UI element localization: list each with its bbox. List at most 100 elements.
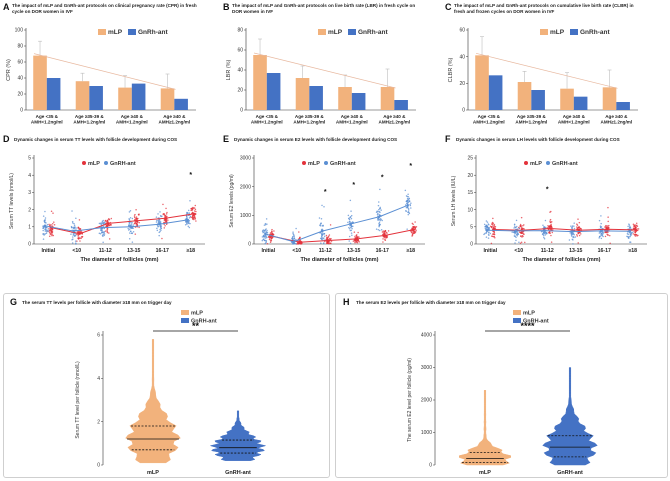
- point-gnrh: [292, 231, 294, 233]
- point-mlp: [491, 225, 493, 228]
- legend-swatch-gnrh: [181, 318, 189, 323]
- point-mlp: [270, 239, 272, 242]
- point-gnrh: [570, 232, 573, 235]
- point-gnrh: [486, 221, 489, 223]
- point-mlp: [192, 206, 194, 209]
- point-gnrh: [348, 218, 351, 221]
- point-mlp: [167, 219, 169, 221]
- point-gnrh: [131, 222, 133, 224]
- panel-label-h: H: [343, 297, 350, 307]
- point-mlp: [107, 224, 109, 227]
- x-axis-label: The diameter of follicles (mm): [81, 257, 159, 263]
- point-mlp: [634, 235, 637, 237]
- point-gnrh: [546, 232, 548, 235]
- legend-swatch-gnrh: [128, 29, 136, 35]
- point-mlp: [519, 235, 522, 237]
- point-mlp: [195, 210, 197, 213]
- point-gnrh: [73, 224, 76, 226]
- point-gnrh: [265, 237, 267, 239]
- point-gnrh: [515, 232, 517, 234]
- point-mlp: [548, 231, 551, 233]
- point-mlp: [382, 238, 384, 240]
- point-gnrh: [350, 217, 353, 220]
- point-gnrh: [131, 217, 134, 220]
- x-tick-label: ≥18: [406, 248, 415, 254]
- point-mlp: [48, 230, 51, 232]
- point-gnrh: [515, 239, 517, 242]
- point-gnrh: [103, 230, 105, 233]
- x-tick-label: 11-12: [319, 248, 332, 254]
- point-mlp: [608, 227, 610, 229]
- point-gnrh: [380, 218, 382, 221]
- panel-label-a: A: [3, 2, 10, 12]
- point-gnrh: [262, 238, 265, 240]
- point-gnrh: [348, 240, 350, 242]
- point-gnrh: [71, 222, 74, 224]
- point-gnrh: [102, 222, 104, 225]
- point-gnrh: [129, 232, 131, 234]
- point-gnrh: [348, 227, 351, 230]
- point-gnrh: [323, 235, 326, 237]
- y-tick-label: 4: [97, 376, 100, 382]
- point-gnrh: [376, 210, 378, 212]
- legend-label-mlp: mLP: [108, 29, 123, 36]
- y-tick-label: 60: [459, 28, 465, 34]
- x-tick-label: Age ≥35-39 &: [517, 114, 547, 119]
- point-gnrh: [132, 227, 134, 229]
- legend-dot-mlp: [302, 161, 306, 165]
- point-mlp: [522, 233, 525, 235]
- point-mlp: [136, 217, 138, 220]
- mean-point-mlp: [135, 219, 138, 222]
- point-gnrh: [514, 233, 516, 235]
- mean-point-gnrh: [600, 229, 603, 233]
- point-gnrh: [132, 224, 135, 226]
- panel-label-g: G: [10, 297, 18, 307]
- x-tick-label: 11-12: [541, 248, 554, 254]
- point-gnrh: [320, 222, 322, 224]
- point-gnrh: [348, 235, 351, 238]
- y-axis-label: CLBR (%): [448, 57, 454, 82]
- point-gnrh: [406, 228, 408, 230]
- point-gnrh: [543, 225, 545, 228]
- point-gnrh: [188, 226, 191, 229]
- point-gnrh: [515, 219, 518, 222]
- point-gnrh: [600, 233, 603, 235]
- legend-dot-gnrh: [546, 161, 550, 165]
- bar-gnrh-ant: [266, 73, 281, 110]
- point-mlp: [52, 212, 54, 214]
- point-gnrh: [321, 237, 323, 239]
- x-tick-label: 16-17: [156, 248, 169, 254]
- point-mlp: [551, 231, 554, 234]
- point-gnrh: [348, 220, 351, 223]
- point-mlp: [78, 231, 80, 233]
- point-gnrh: [350, 214, 353, 217]
- point-gnrh: [101, 229, 103, 231]
- point-mlp: [385, 231, 388, 234]
- significance-mark: *: [546, 186, 549, 193]
- point-gnrh: [102, 241, 104, 244]
- x-tick-label: AMH<1.2ng/ml: [515, 120, 547, 125]
- point-gnrh: [408, 200, 411, 203]
- panel-label-e: E: [223, 134, 230, 144]
- point-gnrh: [571, 225, 574, 227]
- point-mlp: [547, 225, 549, 227]
- point-mlp: [161, 237, 163, 240]
- point-gnrh: [156, 219, 158, 222]
- point-gnrh: [629, 233, 631, 235]
- point-mlp: [523, 228, 525, 230]
- point-gnrh: [487, 237, 490, 239]
- point-gnrh: [629, 225, 631, 228]
- point-mlp: [165, 220, 168, 223]
- bar-gnrh-ant: [616, 102, 630, 110]
- mean-point-mlp: [549, 227, 552, 230]
- legend-label-gnrh: GnRH-ant: [523, 319, 549, 325]
- point-mlp: [109, 224, 111, 226]
- point-mlp: [165, 223, 168, 225]
- point-mlp: [490, 242, 493, 245]
- point-mlp: [412, 223, 414, 226]
- y-tick-label: 20: [467, 173, 473, 179]
- bar-mlp: [380, 87, 395, 110]
- mean-point-gnrh: [101, 226, 104, 229]
- point-mlp: [579, 227, 581, 230]
- chart-title-c: The impact of mLP and GnRh-ant protocols…: [454, 3, 634, 14]
